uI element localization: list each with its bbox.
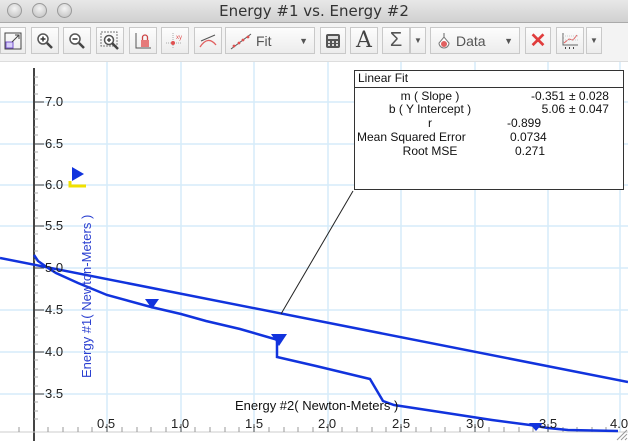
calculator-icon <box>326 33 340 48</box>
graph-area[interactable] <box>0 62 628 441</box>
x-tick-label: 3.0 <box>466 416 485 431</box>
chevron-down-icon: ▼ <box>299 35 308 46</box>
x-axis <box>0 424 628 433</box>
y-axis-label[interactable]: Energy #1( Newton-Meters ) <box>79 214 94 378</box>
autoscale-button[interactable] <box>0 27 26 54</box>
fit-box-title: Linear Fit <box>355 71 623 88</box>
fit-row-value: -0.899 <box>507 116 542 130</box>
fit-row-uncertainty: ± 0.028 <box>569 89 609 103</box>
x-tick-label: 0.5 <box>97 416 116 431</box>
text-annotation-button[interactable]: A <box>350 27 378 54</box>
curve-fit-dropdown[interactable]: Fit ▼ <box>225 27 315 54</box>
graph-toolbar: xy Fit ▼ A Σ ▼ Data ▼ ✕ ▼ <box>0 23 628 62</box>
zoom-out-button[interactable] <box>63 27 91 54</box>
y-tick-label: 4.5 <box>45 302 64 317</box>
fit-row-value: 5.06 <box>541 102 565 116</box>
x-tick-label: 2.0 <box>318 416 337 431</box>
y-tick-label: 5.5 <box>45 218 64 233</box>
window-title: Energy #1 vs. Energy #2 <box>219 2 409 20</box>
autoscale-icon <box>4 32 22 49</box>
data-direction-markers <box>145 299 543 431</box>
lock-axes-button[interactable] <box>129 27 157 54</box>
close-window-button[interactable] <box>7 3 22 18</box>
x-tick-label: 2.5 <box>392 416 411 431</box>
fit-row-uncertainty: ± 0.047 <box>569 102 609 116</box>
lock-icon <box>135 32 151 48</box>
calculated-column-button[interactable] <box>320 27 346 54</box>
fit-row-label: m ( Slope ) <box>400 89 460 103</box>
fit-row-label: r <box>428 116 432 130</box>
y-tick-label: 5.0 <box>45 260 64 275</box>
examine-icon: xy <box>166 32 182 48</box>
statistics-button[interactable]: Σ <box>382 27 410 54</box>
x-tick-label: 3.5 <box>539 416 558 431</box>
zoom-region-button[interactable] <box>96 27 124 54</box>
statistics-icon: Σ <box>389 29 403 51</box>
fit-row-value: -0.351 <box>530 89 565 103</box>
fit-row-value: 0.0734 <box>510 130 547 144</box>
delete-icon: ✕ <box>529 30 547 52</box>
y-tick-label: 6.0 <box>45 177 64 192</box>
examine-button[interactable]: xy <box>161 27 189 54</box>
data-set-icon <box>438 32 450 48</box>
x-tick-label: 4.0 <box>610 416 628 431</box>
gridlines <box>0 62 628 432</box>
fit-label: Fit <box>256 32 272 49</box>
y-tick-label: 4.0 <box>45 344 64 359</box>
x-axis-label[interactable]: Energy #2( Newton-Meters ) <box>235 398 399 413</box>
text-annotation-icon: A <box>356 28 372 53</box>
graph-options-icon <box>562 32 578 49</box>
fit-row-label: Mean Squared Error <box>357 130 466 144</box>
y-tick-label: 3.5 <box>45 386 64 401</box>
window-titlebar: Energy #1 vs. Energy #2 <box>0 0 628 23</box>
data-label: Data <box>456 32 486 49</box>
x-tick-label: 1.5 <box>245 416 264 431</box>
chevron-down-icon: ▼ <box>414 36 422 45</box>
chevron-down-icon: ▼ <box>590 36 598 45</box>
y-axis <box>33 68 44 441</box>
zoom-out-icon <box>69 32 85 49</box>
chevron-down-icon: ▼ <box>504 35 513 46</box>
fit-callout-leader <box>280 190 354 315</box>
tangent-icon <box>199 34 217 47</box>
graph-options-dropdown[interactable]: ▼ <box>586 27 602 54</box>
fit-icon <box>230 33 252 49</box>
linear-fit-box[interactable]: Linear Fit m ( Slope ) -0.351 ± 0.028 b … <box>354 70 624 190</box>
delete-button[interactable]: ✕ <box>525 27 551 54</box>
tangent-button[interactable] <box>194 27 222 54</box>
zoom-region-icon <box>100 31 119 50</box>
fit-row-label: b ( Y Intercept ) <box>388 102 472 116</box>
y-tick-label: 6.5 <box>45 136 64 151</box>
graph-options-button[interactable] <box>556 27 584 54</box>
statistics-dropdown[interactable]: ▼ <box>410 27 426 54</box>
zoom-window-button[interactable] <box>57 3 72 18</box>
fit-row-value: 0.271 <box>515 144 546 158</box>
resize-grip[interactable] <box>614 427 628 441</box>
zoom-in-icon <box>37 32 53 49</box>
fit-row-label: Root MSE <box>402 144 458 158</box>
x-tick-label: 1.0 <box>171 416 190 431</box>
zoom-in-button[interactable] <box>31 27 59 54</box>
y-tick-label: 7.0 <box>45 94 64 109</box>
data-set-dropdown[interactable]: Data ▼ <box>430 27 520 54</box>
linear-fit-line[interactable] <box>0 256 628 384</box>
svg-text:xy: xy <box>176 35 182 41</box>
minimize-window-button[interactable] <box>32 3 47 18</box>
axis-label-marker[interactable] <box>68 167 86 188</box>
